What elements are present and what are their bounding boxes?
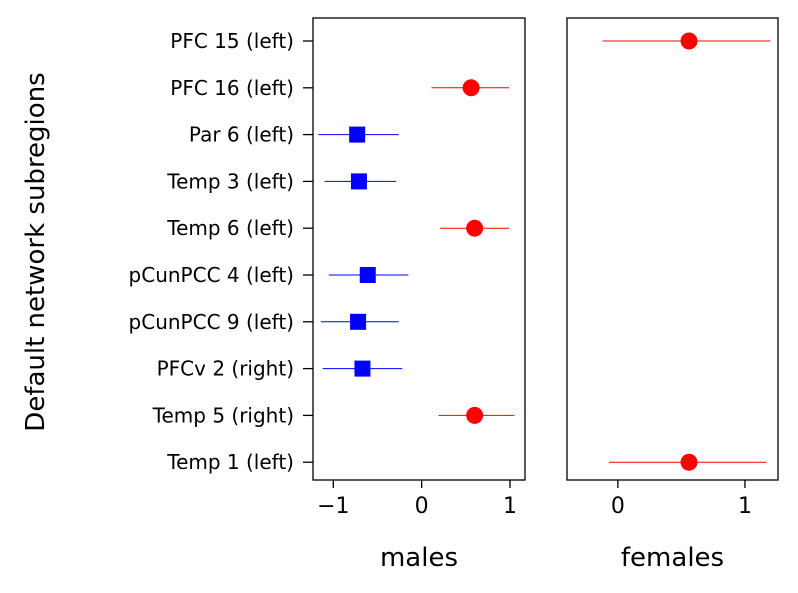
category-label: pCunPCC 4 (left)	[129, 263, 294, 287]
x-tick-label: 1	[503, 494, 517, 519]
data-point-circle	[462, 79, 480, 97]
y-axis-label: Default network subregions	[21, 72, 51, 431]
category-label: Par 6 (left)	[189, 123, 294, 147]
x-axis-label: females	[621, 543, 724, 573]
category-label: PFC 16 (left)	[170, 76, 294, 100]
males-panel: −1 0 1 males	[312, 17, 526, 573]
category-label: PFC 15 (left)	[170, 29, 294, 53]
x-tick-label: 1	[738, 494, 752, 519]
females-panel: 0 1 females	[566, 17, 779, 573]
category-label: pCunPCC 9 (left)	[129, 310, 294, 334]
data-point-circle	[466, 406, 484, 424]
axes-frame	[312, 17, 526, 481]
data-point-circle	[680, 453, 698, 471]
data-point-circle	[680, 32, 698, 50]
category-label: PFCv 2 (right)	[157, 357, 294, 381]
category-label: Temp 6 (left)	[166, 216, 294, 240]
category-label: Temp 1 (left)	[166, 450, 294, 474]
data-point-square	[350, 173, 367, 190]
data-point-square	[354, 360, 371, 377]
data-point-square	[359, 267, 376, 283]
data-point-circle	[466, 219, 484, 237]
data-point-square	[350, 313, 367, 330]
category-label: Temp 3 (left)	[166, 169, 294, 193]
axes-frame	[566, 17, 779, 481]
x-tick-label: 0	[415, 494, 429, 519]
category-label: Temp 5 (right)	[152, 403, 294, 427]
category-labels: PFC 15 (left) PFC 16 (left) Par 6 (left) Te…	[129, 29, 313, 474]
x-tick-label: 0	[611, 494, 625, 519]
x-axis-label: males	[380, 543, 458, 573]
x-tick-label: −1	[317, 494, 349, 519]
data-point-square	[349, 126, 366, 143]
